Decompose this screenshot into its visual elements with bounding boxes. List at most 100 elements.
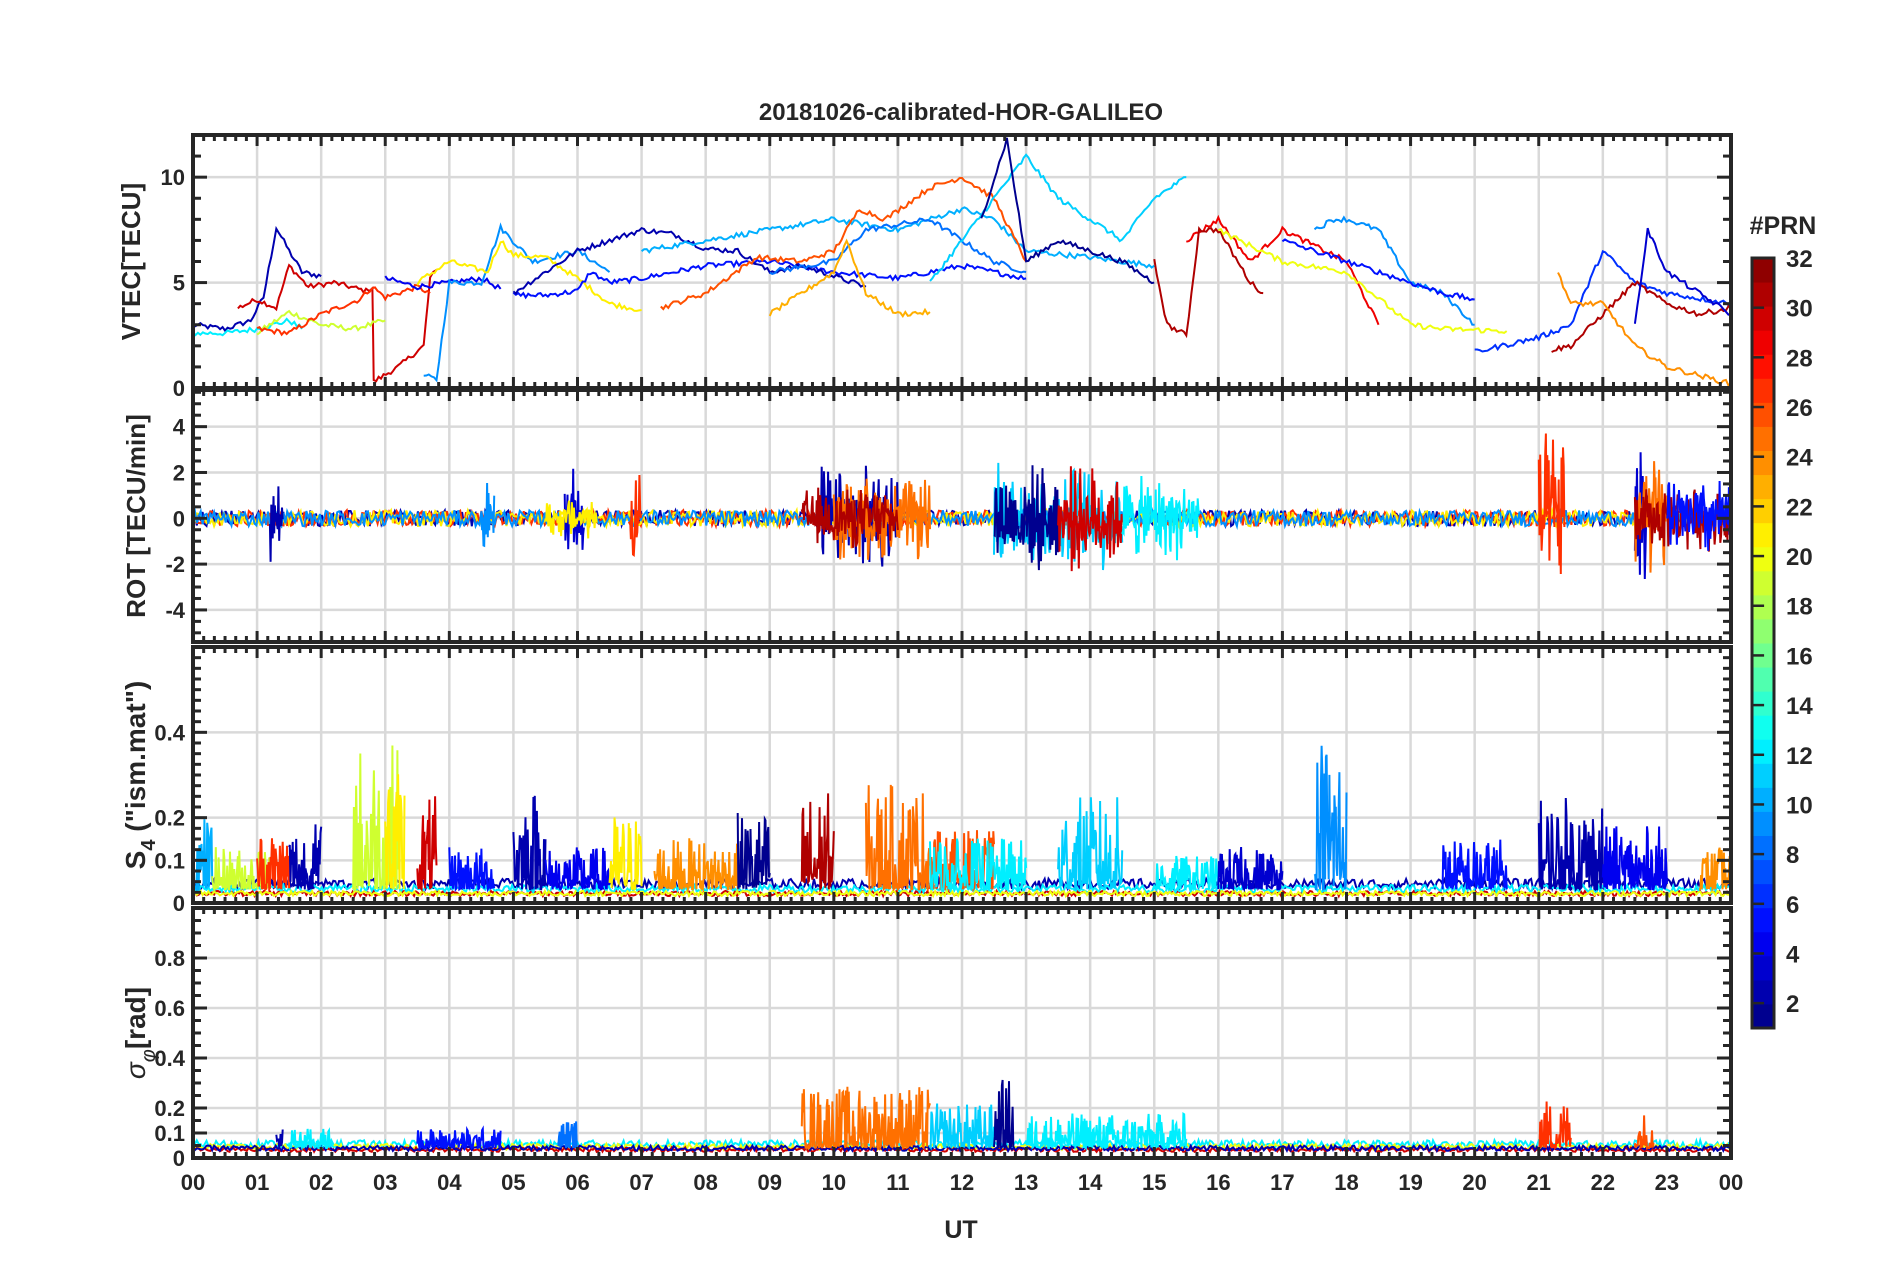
colorbar-swatch bbox=[1752, 955, 1774, 981]
x-tick-label: 17 bbox=[1270, 1170, 1294, 1195]
colorbar-swatch bbox=[1752, 546, 1774, 572]
colorbar-swatch bbox=[1752, 739, 1774, 764]
burst-prn-8 bbox=[557, 1121, 579, 1151]
baseline-prn-9 bbox=[193, 506, 1731, 531]
y-tick-label: 5 bbox=[173, 271, 185, 296]
burst-prn-21 bbox=[384, 774, 406, 890]
y-tick-label: 0 bbox=[173, 891, 185, 916]
trace-prn-8 bbox=[769, 217, 1027, 275]
y-tick-label: 0 bbox=[173, 506, 185, 531]
colorbar-swatch bbox=[1752, 306, 1774, 331]
x-tick-label: 00 bbox=[181, 1170, 205, 1195]
y-tick-label: 0.6 bbox=[154, 996, 185, 1021]
y-axis-label: VTEC[TECU] bbox=[116, 183, 146, 340]
burst-prn-27 bbox=[1538, 1101, 1572, 1150]
colorbar-tick-label: 30 bbox=[1786, 296, 1813, 323]
trace-prn-10 bbox=[640, 206, 1155, 269]
x-tick-label: 20 bbox=[1462, 1170, 1486, 1195]
y-tick-label: 0.2 bbox=[154, 806, 185, 831]
colorbar-tick-label: 6 bbox=[1786, 892, 1799, 919]
y-tick-label: -2 bbox=[165, 552, 185, 577]
colorbar-swatch bbox=[1752, 594, 1774, 620]
colorbar-swatch bbox=[1752, 258, 1774, 283]
burst-prn-27 bbox=[256, 838, 291, 892]
data-lines bbox=[193, 137, 1731, 387]
colorbar-swatch bbox=[1752, 474, 1774, 500]
burst-prn-5 bbox=[448, 847, 496, 893]
burst-prn-21 bbox=[608, 817, 643, 892]
colorbar-swatch bbox=[1752, 522, 1774, 548]
colorbar-tick-label: 22 bbox=[1786, 494, 1813, 521]
trace-prn-20 bbox=[1217, 227, 1508, 334]
colorbar-tick-label: 4 bbox=[1786, 941, 1800, 968]
burst-prn-11 bbox=[929, 1103, 995, 1151]
panel-rot: -4 -2 0 2 4 ROT [TECU/min] bbox=[121, 388, 1733, 644]
y-label-rest: ("ism.mat") bbox=[120, 681, 151, 840]
colorbar-tick-label: 8 bbox=[1786, 842, 1799, 869]
burst-prn-4 bbox=[1601, 826, 1668, 891]
colorbar-tick-label: 32 bbox=[1786, 246, 1813, 273]
colorbar-swatch bbox=[1752, 715, 1774, 740]
colorbar-swatch bbox=[1752, 883, 1774, 909]
trace-prn-3 bbox=[1633, 227, 1731, 324]
burst-prn-1 bbox=[736, 812, 771, 890]
trace-prn-30 bbox=[237, 263, 438, 383]
burst-prn-31 bbox=[800, 487, 899, 548]
colorbar-tick-label: 18 bbox=[1786, 594, 1813, 621]
panel-sigma_phi: 00.10.2 0.4 0.6 0.8 σφ[rad] 00 01 02 03 04 05 06 07 0… bbox=[120, 906, 1743, 1195]
x-tick-label: 18 bbox=[1334, 1170, 1358, 1195]
y-axis-label: S4 ("ism.mat") bbox=[120, 681, 160, 870]
y-axis-label: σφ[rad] bbox=[120, 987, 160, 1079]
y-label-main: σ bbox=[120, 1061, 151, 1079]
colorbar-tick-label: 24 bbox=[1786, 445, 1813, 472]
burst-prn-2 bbox=[275, 1129, 284, 1148]
x-tick-label: 13 bbox=[1014, 1170, 1038, 1195]
burst-prn-3 bbox=[1217, 846, 1284, 893]
burst-prn-9 bbox=[1313, 745, 1348, 891]
x-axis-label: UT bbox=[944, 1216, 977, 1244]
colorbar-swatch bbox=[1752, 907, 1774, 933]
burst-prn-25 bbox=[800, 1086, 931, 1151]
y-tick-label: 10 bbox=[161, 165, 185, 190]
burst-prn-2 bbox=[512, 795, 547, 891]
colorbar-swatch bbox=[1752, 498, 1774, 524]
burst-prn-12 bbox=[288, 1127, 335, 1152]
burst-prn-21 bbox=[544, 500, 598, 539]
y-label-main: S bbox=[120, 851, 151, 870]
burst-prn-10 bbox=[193, 819, 214, 893]
burst-prn-27 bbox=[627, 474, 643, 558]
burst-prn-25 bbox=[864, 784, 931, 893]
x-tick-label: 04 bbox=[437, 1170, 462, 1195]
burst-prn-1 bbox=[993, 465, 1060, 571]
trace-prn-1 bbox=[980, 137, 1155, 285]
x-tick-label: 08 bbox=[693, 1170, 717, 1195]
x-tick-label: 12 bbox=[950, 1170, 974, 1195]
data-lines bbox=[193, 433, 1731, 580]
x-tick-label: 19 bbox=[1398, 1170, 1422, 1195]
colorbar-swatch bbox=[1752, 354, 1774, 379]
y-tick-label: 0.1 bbox=[154, 848, 185, 873]
colorbar-swatch bbox=[1752, 691, 1774, 716]
burst-prn-12 bbox=[1153, 855, 1220, 892]
colorbar-tick-label: 20 bbox=[1786, 544, 1813, 571]
axes-box bbox=[191, 645, 1733, 905]
trace-prn-31 bbox=[1551, 280, 1731, 353]
x-tick-label: 16 bbox=[1206, 1170, 1230, 1195]
x-tick-label: 07 bbox=[629, 1170, 653, 1195]
burst-prn-27 bbox=[1537, 433, 1566, 575]
colorbar-swatch bbox=[1752, 450, 1774, 476]
y-label-subscript: φ bbox=[138, 1049, 160, 1062]
y-tick-label: 0.4 bbox=[154, 720, 185, 745]
trace-prn-12 bbox=[193, 317, 303, 337]
burst-prn-24 bbox=[1699, 847, 1731, 893]
y-tick-label: 0.2 bbox=[154, 1096, 185, 1121]
y-tick-label: -4 bbox=[165, 598, 185, 623]
burst-prn-5 bbox=[1665, 480, 1731, 551]
colorbar-tick-label: 28 bbox=[1786, 345, 1813, 372]
trace-prn-31 bbox=[1153, 225, 1264, 339]
data-lines bbox=[193, 745, 1731, 899]
burst-prn-4 bbox=[544, 847, 611, 891]
